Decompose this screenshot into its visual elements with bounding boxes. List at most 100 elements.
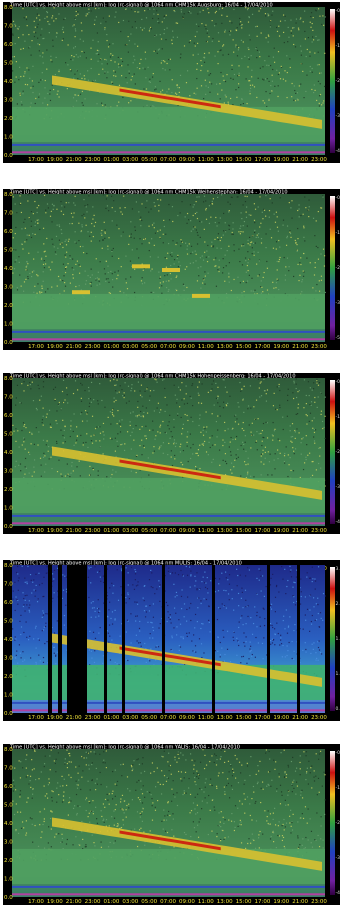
x-tick-label: 19:00 [273,157,289,163]
colorbar [330,751,335,895]
y-tick-label: 3.0 [4,840,13,846]
y-tick-label: 7.0 [4,395,13,401]
x-tick-label: 05:00 [141,157,157,163]
colorbar-tick-label: -0.5 [336,8,341,14]
colorbar-tick-label: 0.4 [336,706,341,712]
colorbar [330,196,335,340]
y-tick-label: 2.0 [4,858,13,864]
lidar-panel: Time [UTC] vs. Height above msl [km]: lo… [3,189,340,350]
y-tick-label: 1.0 [4,693,13,699]
x-tick-label: 09:00 [179,344,195,350]
x-tick-label: 13:00 [217,899,233,905]
backscatter-field [12,378,326,526]
x-tick-label: 05:00 [141,715,157,721]
x-tick-label: 23:00 [311,899,327,905]
y-tick-label: 8.0 [4,563,13,569]
x-tick-label: 23:00 [311,715,327,721]
x-tick-label: 19:00 [273,899,289,905]
y-tick-label: 6.0 [4,413,13,419]
lidar-plot: Time [UTC] vs. Height above msl [km]: lo… [4,190,341,351]
colorbar-tick-label: -2.5 [336,820,341,826]
backscatter-field [12,749,326,897]
y-tick-label: 3.0 [4,469,13,475]
x-tick-label: 19:00 [47,899,63,905]
colorbar-tick-label: -0.5 [336,750,341,756]
x-tick-label: 17:00 [28,715,44,721]
y-tick-label: 6.0 [4,600,13,606]
x-tick-label: 17:00 [254,715,270,721]
lidar-plot: Time [UTC] vs. Height above msl [km]: lo… [4,3,341,164]
colorbar-tick-label: -5.0 [336,335,341,341]
panel-title: Time [UTC] vs. Height above msl [km]: lo… [9,3,273,9]
x-tick-label: 19:00 [273,715,289,721]
y-tick-label: 1.0 [4,877,13,883]
y-tick-label: 8.0 [4,192,13,198]
y-tick-label: 6.0 [4,784,13,790]
x-tick-label: 07:00 [160,715,176,721]
x-tick-label: 01:00 [104,899,120,905]
x-tick-label: 03:00 [122,157,138,163]
x-tick-label: 21:00 [292,157,308,163]
lidar-plot: Time [UTC] vs. Height above msl [km]: lo… [4,745,341,906]
x-tick-label: 23:00 [311,344,327,350]
y-tick-label: 3.0 [4,98,13,104]
colorbar-tick-label: -3.5 [336,113,341,119]
x-tick-label: 03:00 [122,715,138,721]
colorbar-tick-label: -0.5 [336,379,341,385]
x-tick-label: 19:00 [47,528,63,534]
y-tick-label: 1.0 [4,135,13,141]
y-tick-label: 5.0 [4,619,13,625]
x-tick-label: 13:00 [217,157,233,163]
x-tick-label: 07:00 [160,528,176,534]
y-tick-label: 6.0 [4,42,13,48]
y-tick-label: 2.0 [4,487,13,493]
y-tick-label: 4.0 [4,266,13,272]
y-tick-label: 4.0 [4,821,13,827]
y-tick-label: 0.0 [4,340,13,346]
x-tick-label: 21:00 [292,899,308,905]
x-tick-label: 17:00 [254,157,270,163]
x-tick-label: 17:00 [28,528,44,534]
x-tick-label: 01:00 [104,344,120,350]
x-tick-label: 21:00 [66,157,82,163]
x-tick-label: 13:00 [217,715,233,721]
y-tick-label: 6.0 [4,229,13,235]
y-tick-label: 3.0 [4,285,13,291]
y-tick-label: 1.0 [4,506,13,512]
y-tick-label: 7.0 [4,766,13,772]
x-tick-label: 17:00 [254,344,270,350]
backscatter-field [12,194,326,342]
colorbar-tick-label: -1.5 [336,785,341,791]
x-tick-label: 15:00 [236,899,252,905]
lidar-plot: Time [UTC] vs. Height above msl [km]: lo… [4,561,341,722]
x-tick-label: 03:00 [122,528,138,534]
colorbar-tick-label: -4.5 [336,519,341,525]
panel-title: Time [UTC] vs. Height above msl [km]: lo… [9,190,288,196]
y-tick-label: 7.0 [4,211,13,217]
x-tick-label: 21:00 [292,344,308,350]
y-tick-label: 4.0 [4,450,13,456]
colorbar-tick-label: -1.5 [336,414,341,420]
backscatter-field [12,565,326,713]
x-tick-label: 07:00 [160,157,176,163]
colorbar-tick-label: -3.5 [336,855,341,861]
x-tick-label: 17:00 [28,344,44,350]
colorbar-tick-label: -3.8 [336,300,341,306]
y-tick-label: 0.0 [4,895,13,901]
x-tick-label: 05:00 [141,528,157,534]
panel-title: Time [UTC] vs. Height above msl [km]: lo… [9,745,240,751]
colorbar-tick-label: -3.5 [336,484,341,490]
colorbar-tick-label: 1.9 [336,636,341,642]
x-tick-label: 21:00 [66,528,82,534]
x-tick-label: 01:00 [104,528,120,534]
lidar-panel: Time [UTC] vs. Height above msl [km]: lo… [3,2,340,163]
x-tick-label: 11:00 [198,157,214,163]
x-tick-label: 11:00 [198,528,214,534]
x-tick-label: 15:00 [236,157,252,163]
x-tick-label: 09:00 [179,528,195,534]
colorbar-tick-label: 3.3 [336,566,341,572]
x-tick-label: 21:00 [66,899,82,905]
x-tick-label: 23:00 [311,528,327,534]
x-tick-label: 11:00 [198,715,214,721]
x-tick-label: 17:00 [28,899,44,905]
